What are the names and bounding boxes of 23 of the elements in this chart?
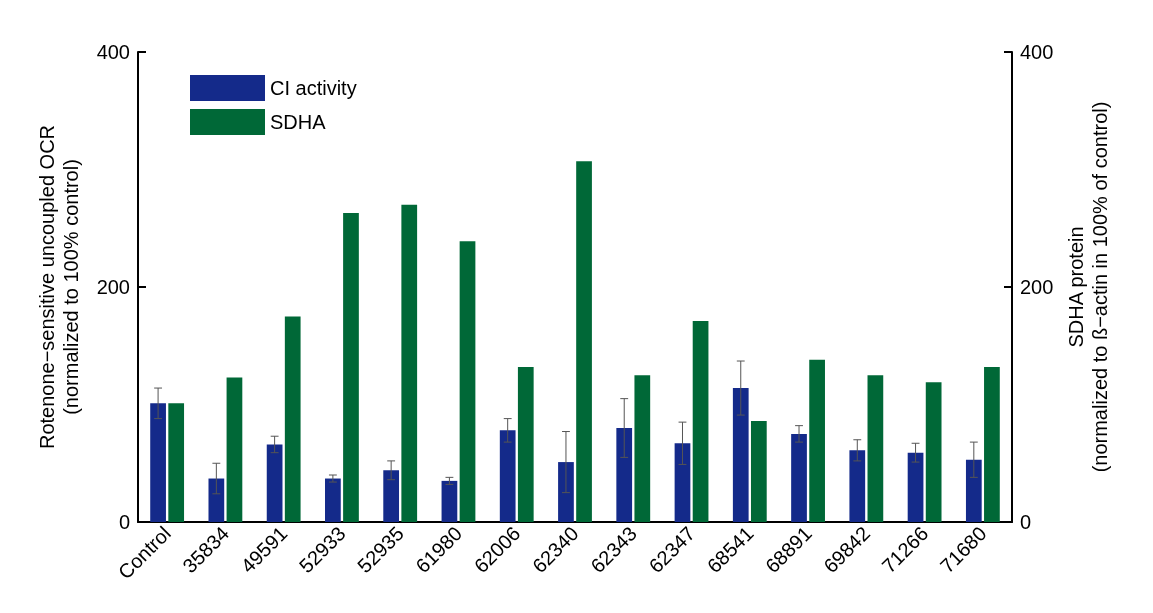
bar xyxy=(343,212,359,522)
y2-tick-label: 400 xyxy=(1020,41,1054,63)
y2-tick-label: 200 xyxy=(1020,276,1054,298)
bar xyxy=(459,241,476,522)
bar xyxy=(576,161,592,522)
y-tick-label: 400 xyxy=(96,41,130,63)
y-tick-label: 200 xyxy=(96,276,130,298)
legend-label: SDHA xyxy=(270,111,327,133)
y-axis-title: Rotenone−sensitive uncoupled OCR (normalized to 100% control) xyxy=(36,124,82,450)
bar xyxy=(867,375,884,522)
bar xyxy=(226,377,243,522)
bar xyxy=(984,366,1000,522)
bar xyxy=(401,204,418,522)
bar xyxy=(441,480,458,522)
bar xyxy=(692,321,709,522)
y2-axis-title: SDHA protein (normalized to ß−actin in 100% of control) xyxy=(1065,101,1112,473)
bar xyxy=(383,470,400,522)
bar xyxy=(558,462,574,522)
bar xyxy=(325,478,341,522)
bar xyxy=(208,478,225,522)
y2-tick-label: 0 xyxy=(1020,511,1032,533)
bar xyxy=(284,316,301,522)
legend-label: CI activity xyxy=(270,77,357,99)
